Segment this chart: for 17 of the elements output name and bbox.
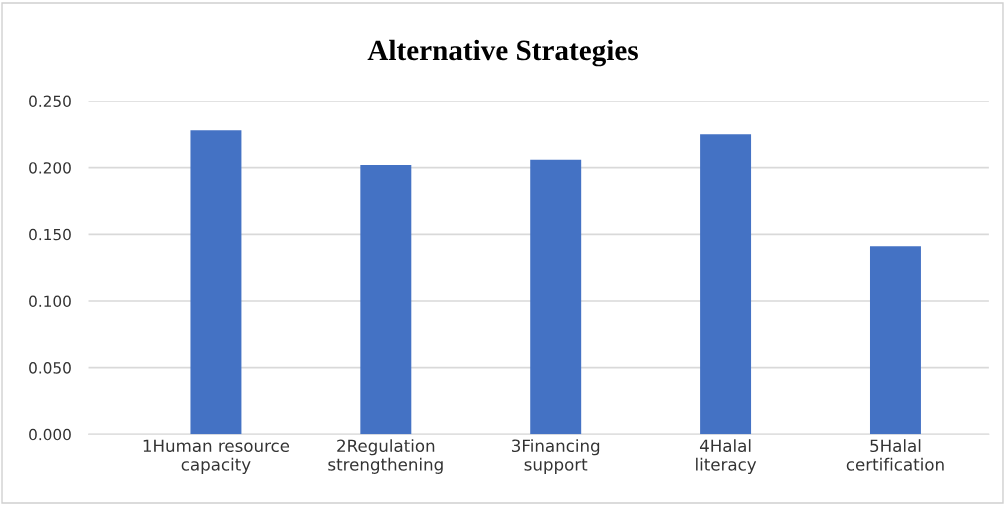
x-tick-label: 5Halal certification (846, 439, 944, 471)
x-tick-label: 1Human resource capacity (143, 439, 290, 474)
y-tick-label: 0.050 (29, 362, 71, 374)
bar (700, 134, 752, 435)
bar (360, 164, 412, 435)
y-tick-label: 0.150 (29, 228, 71, 241)
x-tick-label: 3Financing support (512, 439, 600, 474)
y-tick-label: 0.100 (29, 295, 71, 307)
y-tick-label: 0.250 (29, 95, 71, 108)
bar (190, 130, 242, 435)
x-tick-label: 4Halal literacy (696, 439, 757, 474)
y-tick-label: 0.000 (29, 428, 71, 441)
bar (869, 246, 921, 435)
y-tick-label: 0.200 (29, 162, 71, 174)
x-tick-label: 2Regulation strengthening (328, 439, 443, 474)
bar (530, 159, 582, 435)
chart-title: Alternative Strategies (367, 39, 638, 67)
